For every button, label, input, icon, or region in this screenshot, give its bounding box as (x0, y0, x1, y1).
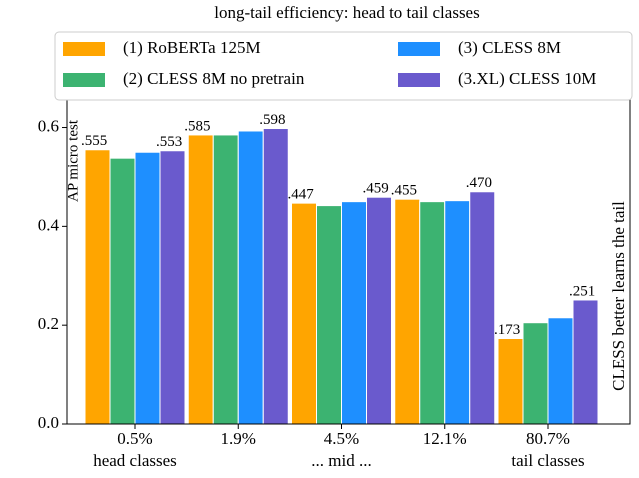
annotation: CLESS better learns the tail (609, 201, 628, 391)
y-tick-label: 0.4 (38, 215, 60, 234)
legend-swatch (398, 42, 440, 56)
value-label: .553 (156, 134, 182, 150)
y-axis-label: AP micro test (65, 119, 81, 202)
legend-label: (3) CLESS 8M (458, 38, 561, 57)
y-tick-label: 0.6 (38, 116, 59, 135)
bar (547, 317, 574, 425)
bar (291, 202, 317, 425)
value-label: .173 (494, 322, 520, 338)
legend-swatch (398, 73, 440, 87)
legend-label: (2) CLESS 8M no pretrain (123, 69, 305, 88)
legend-label: (1) RoBERTa 125M (123, 38, 261, 57)
bar (84, 149, 111, 425)
x-tick-sublabel: ... mid ... (311, 451, 371, 470)
x-tick-label: 0.5% (117, 429, 152, 448)
value-label: .585 (184, 118, 210, 134)
chart-title: long-tail efficiency: head to tail class… (214, 3, 479, 22)
bar (469, 191, 496, 425)
legend-box (54, 31, 633, 101)
bar (522, 322, 549, 425)
value-label: .555 (81, 133, 107, 149)
bar (341, 201, 367, 425)
value-label: .455 (391, 183, 417, 199)
value-label: .251 (569, 283, 595, 299)
bar (187, 134, 214, 425)
bar (212, 134, 239, 425)
bar (444, 200, 471, 425)
legend-swatch (63, 42, 105, 56)
value-label: .459 (363, 181, 389, 197)
bar (572, 299, 599, 425)
bar (159, 150, 186, 425)
bar (394, 198, 421, 425)
x-tick-label: 4.5% (324, 429, 359, 448)
x-tick-label: 1.9% (221, 429, 256, 448)
x-tick-sublabel: head classes (93, 451, 177, 470)
bar (134, 151, 161, 425)
y-tick-label: 0.2 (38, 314, 59, 333)
bar (497, 338, 524, 425)
value-label: .447 (288, 187, 315, 203)
bar (316, 205, 342, 425)
value-label: .598 (259, 112, 285, 128)
bar (419, 201, 446, 425)
legend-swatch (63, 73, 105, 87)
bar (109, 157, 136, 425)
y-tick-label: 0.0 (38, 413, 59, 432)
x-tick-label: 80.7% (526, 429, 570, 448)
bar (366, 196, 392, 425)
bar (237, 130, 264, 425)
legend-label: (3.XL) CLESS 10M (458, 69, 596, 88)
bar (262, 128, 289, 425)
x-tick-label: 12.1% (423, 429, 467, 448)
x-tick-sublabel: tail classes (511, 451, 584, 470)
value-label: .470 (466, 175, 492, 191)
